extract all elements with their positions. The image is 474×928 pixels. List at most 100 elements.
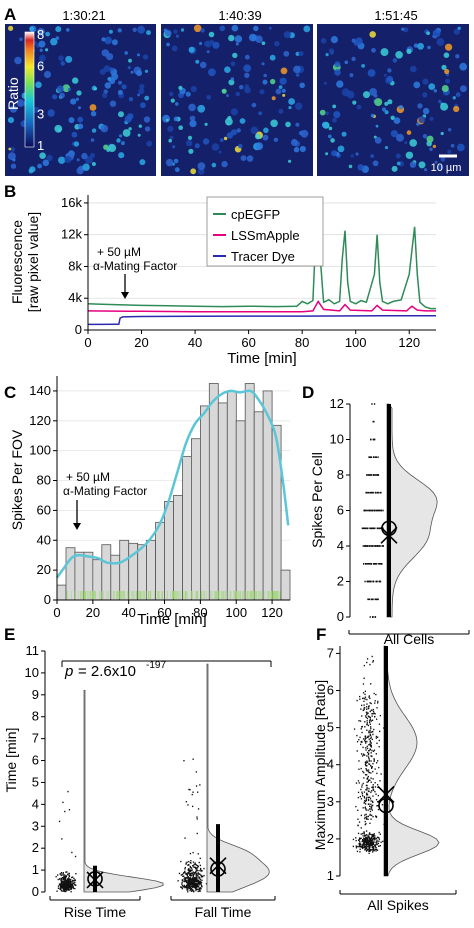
e-rise-data-point bbox=[60, 874, 62, 876]
e-fall-data-point bbox=[195, 883, 198, 886]
e-rise-data-point bbox=[67, 881, 70, 883]
e-rise-data-point bbox=[65, 886, 68, 888]
f-data-point bbox=[366, 658, 369, 660]
cell bbox=[89, 104, 97, 111]
cell bbox=[371, 47, 376, 53]
cell bbox=[351, 56, 356, 62]
d-data-point bbox=[373, 438, 375, 441]
e-fall-data-point bbox=[190, 885, 192, 888]
e-fall-data-point bbox=[196, 832, 198, 835]
f-data-point bbox=[361, 740, 363, 743]
e-rise-data-point bbox=[59, 888, 61, 890]
cell bbox=[228, 79, 235, 86]
f-data-point bbox=[370, 727, 372, 730]
e-fall-data-point bbox=[197, 888, 199, 890]
f-data-point bbox=[377, 842, 379, 845]
e-rise-data-point bbox=[70, 891, 72, 893]
f-data-point bbox=[372, 730, 374, 733]
f-data-point bbox=[364, 835, 366, 837]
cell bbox=[273, 137, 279, 142]
e-fall-data-point bbox=[189, 865, 191, 868]
f-data-point bbox=[371, 805, 373, 807]
cell bbox=[293, 147, 300, 153]
f-data-point bbox=[357, 791, 360, 794]
f-data-point bbox=[370, 839, 372, 842]
cell bbox=[14, 56, 22, 65]
cell bbox=[455, 54, 460, 59]
cell bbox=[299, 145, 306, 153]
f-data-point bbox=[366, 837, 368, 839]
f-data-point bbox=[361, 715, 363, 717]
f-data-point bbox=[370, 744, 372, 746]
e-fall-data-point bbox=[189, 869, 191, 871]
f-data-point bbox=[372, 847, 374, 849]
f-data-point bbox=[355, 782, 358, 784]
d-data-point bbox=[366, 545, 369, 547]
e-rise-data-point bbox=[61, 878, 63, 881]
f-y-tick-label: 2 bbox=[327, 831, 334, 846]
f-data-point bbox=[358, 844, 361, 846]
f-data-point bbox=[365, 809, 367, 811]
e-rise-data-point bbox=[65, 876, 67, 878]
e-fall-data-point bbox=[183, 886, 185, 888]
b-x-tick-label: 40 bbox=[188, 335, 202, 350]
f-data-point bbox=[369, 838, 371, 840]
cell bbox=[127, 66, 131, 70]
f-data-point bbox=[352, 845, 354, 848]
f-data-point bbox=[366, 842, 368, 844]
e-rise-data-point bbox=[72, 882, 74, 884]
e-fall-data-point bbox=[180, 874, 182, 876]
colorbar bbox=[24, 31, 35, 148]
d-data-point bbox=[361, 527, 363, 530]
d-data-point bbox=[374, 456, 377, 458]
f-data-point bbox=[361, 704, 363, 707]
f-data-point bbox=[372, 660, 374, 662]
f-data-point bbox=[380, 841, 382, 843]
cell bbox=[76, 90, 82, 96]
e-rise-data-point bbox=[67, 879, 69, 881]
f-data-point bbox=[372, 661, 374, 663]
f-data-point bbox=[377, 760, 379, 762]
c-y-tick-label: 60 bbox=[37, 502, 51, 517]
f-data-point bbox=[369, 808, 371, 810]
cell bbox=[344, 60, 349, 65]
f-data-point bbox=[369, 733, 371, 735]
e-fall-data-point bbox=[199, 857, 201, 860]
e-fall-data-point bbox=[188, 868, 190, 870]
e-rise-data-point bbox=[66, 878, 69, 880]
e-fall-data-point bbox=[195, 864, 197, 866]
f-data-point bbox=[373, 760, 375, 763]
cell bbox=[262, 79, 268, 85]
f-data-point bbox=[361, 791, 363, 793]
f-data-point bbox=[372, 795, 374, 797]
e-rise-data-point bbox=[67, 790, 69, 793]
f-data-point bbox=[359, 845, 361, 848]
d-data-point bbox=[367, 563, 369, 565]
f-data-point bbox=[361, 793, 363, 795]
d-data-point bbox=[372, 474, 374, 476]
e-fall-data-point bbox=[195, 880, 197, 883]
cell bbox=[390, 115, 395, 121]
cell bbox=[7, 152, 16, 161]
d-data-point bbox=[376, 598, 378, 601]
e-fall-data-point bbox=[187, 879, 189, 881]
f-data-point bbox=[359, 736, 361, 739]
f-data-point bbox=[362, 738, 365, 740]
cell bbox=[440, 131, 444, 136]
f-data-point bbox=[372, 804, 374, 807]
d-data-point bbox=[364, 545, 366, 547]
f-data-point bbox=[368, 847, 370, 850]
f-data-point bbox=[358, 842, 360, 845]
e-fall-data-point bbox=[191, 881, 193, 884]
d-data-point bbox=[371, 598, 373, 601]
f-data-point bbox=[358, 739, 360, 741]
cell bbox=[288, 98, 295, 105]
cell bbox=[137, 133, 141, 137]
f-data-point bbox=[367, 809, 369, 811]
e-fall-data-point bbox=[188, 886, 191, 888]
f-data-point bbox=[380, 773, 382, 775]
cell bbox=[455, 92, 461, 98]
f-data-point bbox=[371, 835, 374, 837]
f-data-point bbox=[368, 833, 370, 836]
e-rise-data-point bbox=[70, 881, 72, 883]
